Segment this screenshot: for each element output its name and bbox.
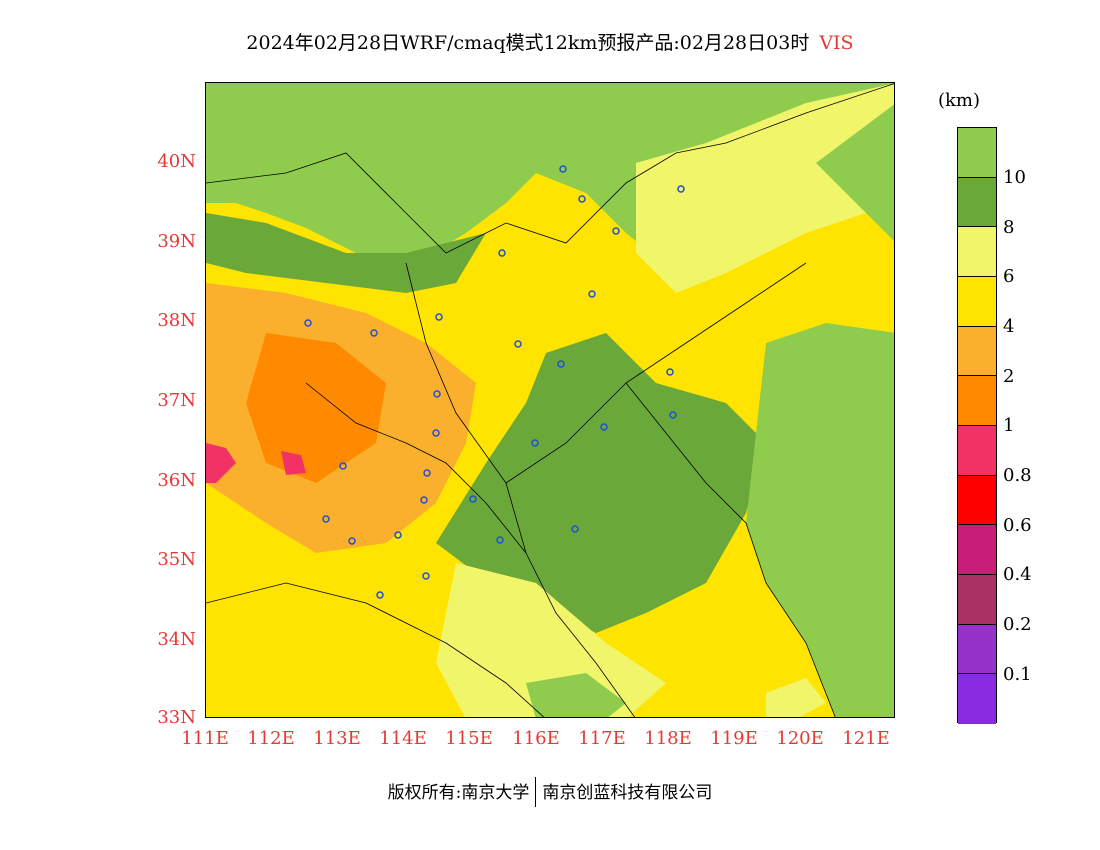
colorbar-label: 4 <box>1003 316 1015 337</box>
ne-pale-vis <box>636 83 894 293</box>
lon-label-120e: 120E <box>776 728 824 749</box>
colorbar-label: 6 <box>1003 266 1015 287</box>
colorbar-swatch <box>958 425 996 476</box>
colorbar-swatch <box>958 128 996 178</box>
central-plain-good-vis <box>436 333 766 633</box>
footer-separator <box>535 776 537 807</box>
lat-label-34n: 34N <box>157 629 196 650</box>
map-title: 2024年02月28日WRF/cmaq模式12km预报产品:02月28日03时 V… <box>0 28 1100 55</box>
colorbar-label: 10 <box>1003 167 1026 188</box>
colorbar-swatch <box>958 525 996 575</box>
south-green-spot <box>526 673 626 717</box>
colorbar-swatch <box>958 574 996 625</box>
colorbar-swatch <box>958 177 996 228</box>
lon-label-121e: 121E <box>842 728 890 749</box>
lat-label-36n: 36N <box>157 470 196 491</box>
colorbar-label: 0.6 <box>1003 515 1032 536</box>
lon-label-118e: 118E <box>644 728 692 749</box>
lon-label-119e: 119E <box>710 728 758 749</box>
colorbar-swatch <box>958 276 996 327</box>
visibility-map <box>205 82 895 718</box>
lon-label-114e: 114E <box>379 728 427 749</box>
footer-left: 版权所有:南京大学 <box>387 783 530 803</box>
lat-label-40n: 40N <box>157 151 196 172</box>
colorbar-label: 1 <box>1003 415 1015 436</box>
west-poor-spot <box>281 451 306 475</box>
colorbar-swatch <box>958 227 996 277</box>
colorbar <box>957 127 997 724</box>
nw-band-vis <box>206 213 486 293</box>
title-main: 2024年02月28日WRF/cmaq模式12km预报产品:02月28日03时 <box>246 32 810 54</box>
city-markers <box>304 165 685 599</box>
lon-label-113e: 113E <box>313 728 361 749</box>
south-pale-vis <box>436 563 666 717</box>
northwest-good-vis <box>206 83 436 243</box>
west-low-vis <box>246 333 386 483</box>
lon-label-111e: 111E <box>181 728 229 749</box>
far-west-poor-vis <box>206 443 236 483</box>
title-variable: VIS <box>819 32 854 54</box>
lat-label-33n: 33N <box>157 707 196 728</box>
lat-label-38n: 38N <box>157 310 196 331</box>
colorbar-swatch <box>958 326 996 377</box>
colorbar-label: 0.4 <box>1003 564 1032 585</box>
lat-label-35n: 35N <box>157 549 196 570</box>
colorbar-unit: (km) <box>938 90 981 111</box>
lon-label-117e: 117E <box>578 728 626 749</box>
lat-label-39n: 39N <box>157 231 196 252</box>
province-borders <box>206 83 894 717</box>
east-sea-good-vis <box>746 323 894 717</box>
lon-label-116e: 116E <box>512 728 560 749</box>
colorbar-label: 8 <box>1003 217 1015 238</box>
colorbar-swatch <box>958 376 996 426</box>
colorbar-label: 2 <box>1003 366 1015 387</box>
copyright-footer: 版权所有:南京大学 南京创蓝科技有限公司 <box>0 776 1100 809</box>
colorbar-label: 0.1 <box>1003 664 1032 685</box>
lat-label-37n: 37N <box>157 390 196 411</box>
colorbar-swatch <box>958 624 996 675</box>
colorbar-swatch <box>958 674 996 724</box>
colorbar-swatch <box>958 475 996 526</box>
colorbar-label: 0.2 <box>1003 614 1032 635</box>
colorbar-label: 0.8 <box>1003 465 1032 486</box>
lon-label-112e: 112E <box>247 728 295 749</box>
footer-right: 南京创蓝科技有限公司 <box>542 783 713 803</box>
map-canvas <box>206 83 894 717</box>
lon-label-115e: 115E <box>445 728 493 749</box>
ne-sea-vis <box>816 104 894 241</box>
se-pale-spot <box>766 678 826 717</box>
